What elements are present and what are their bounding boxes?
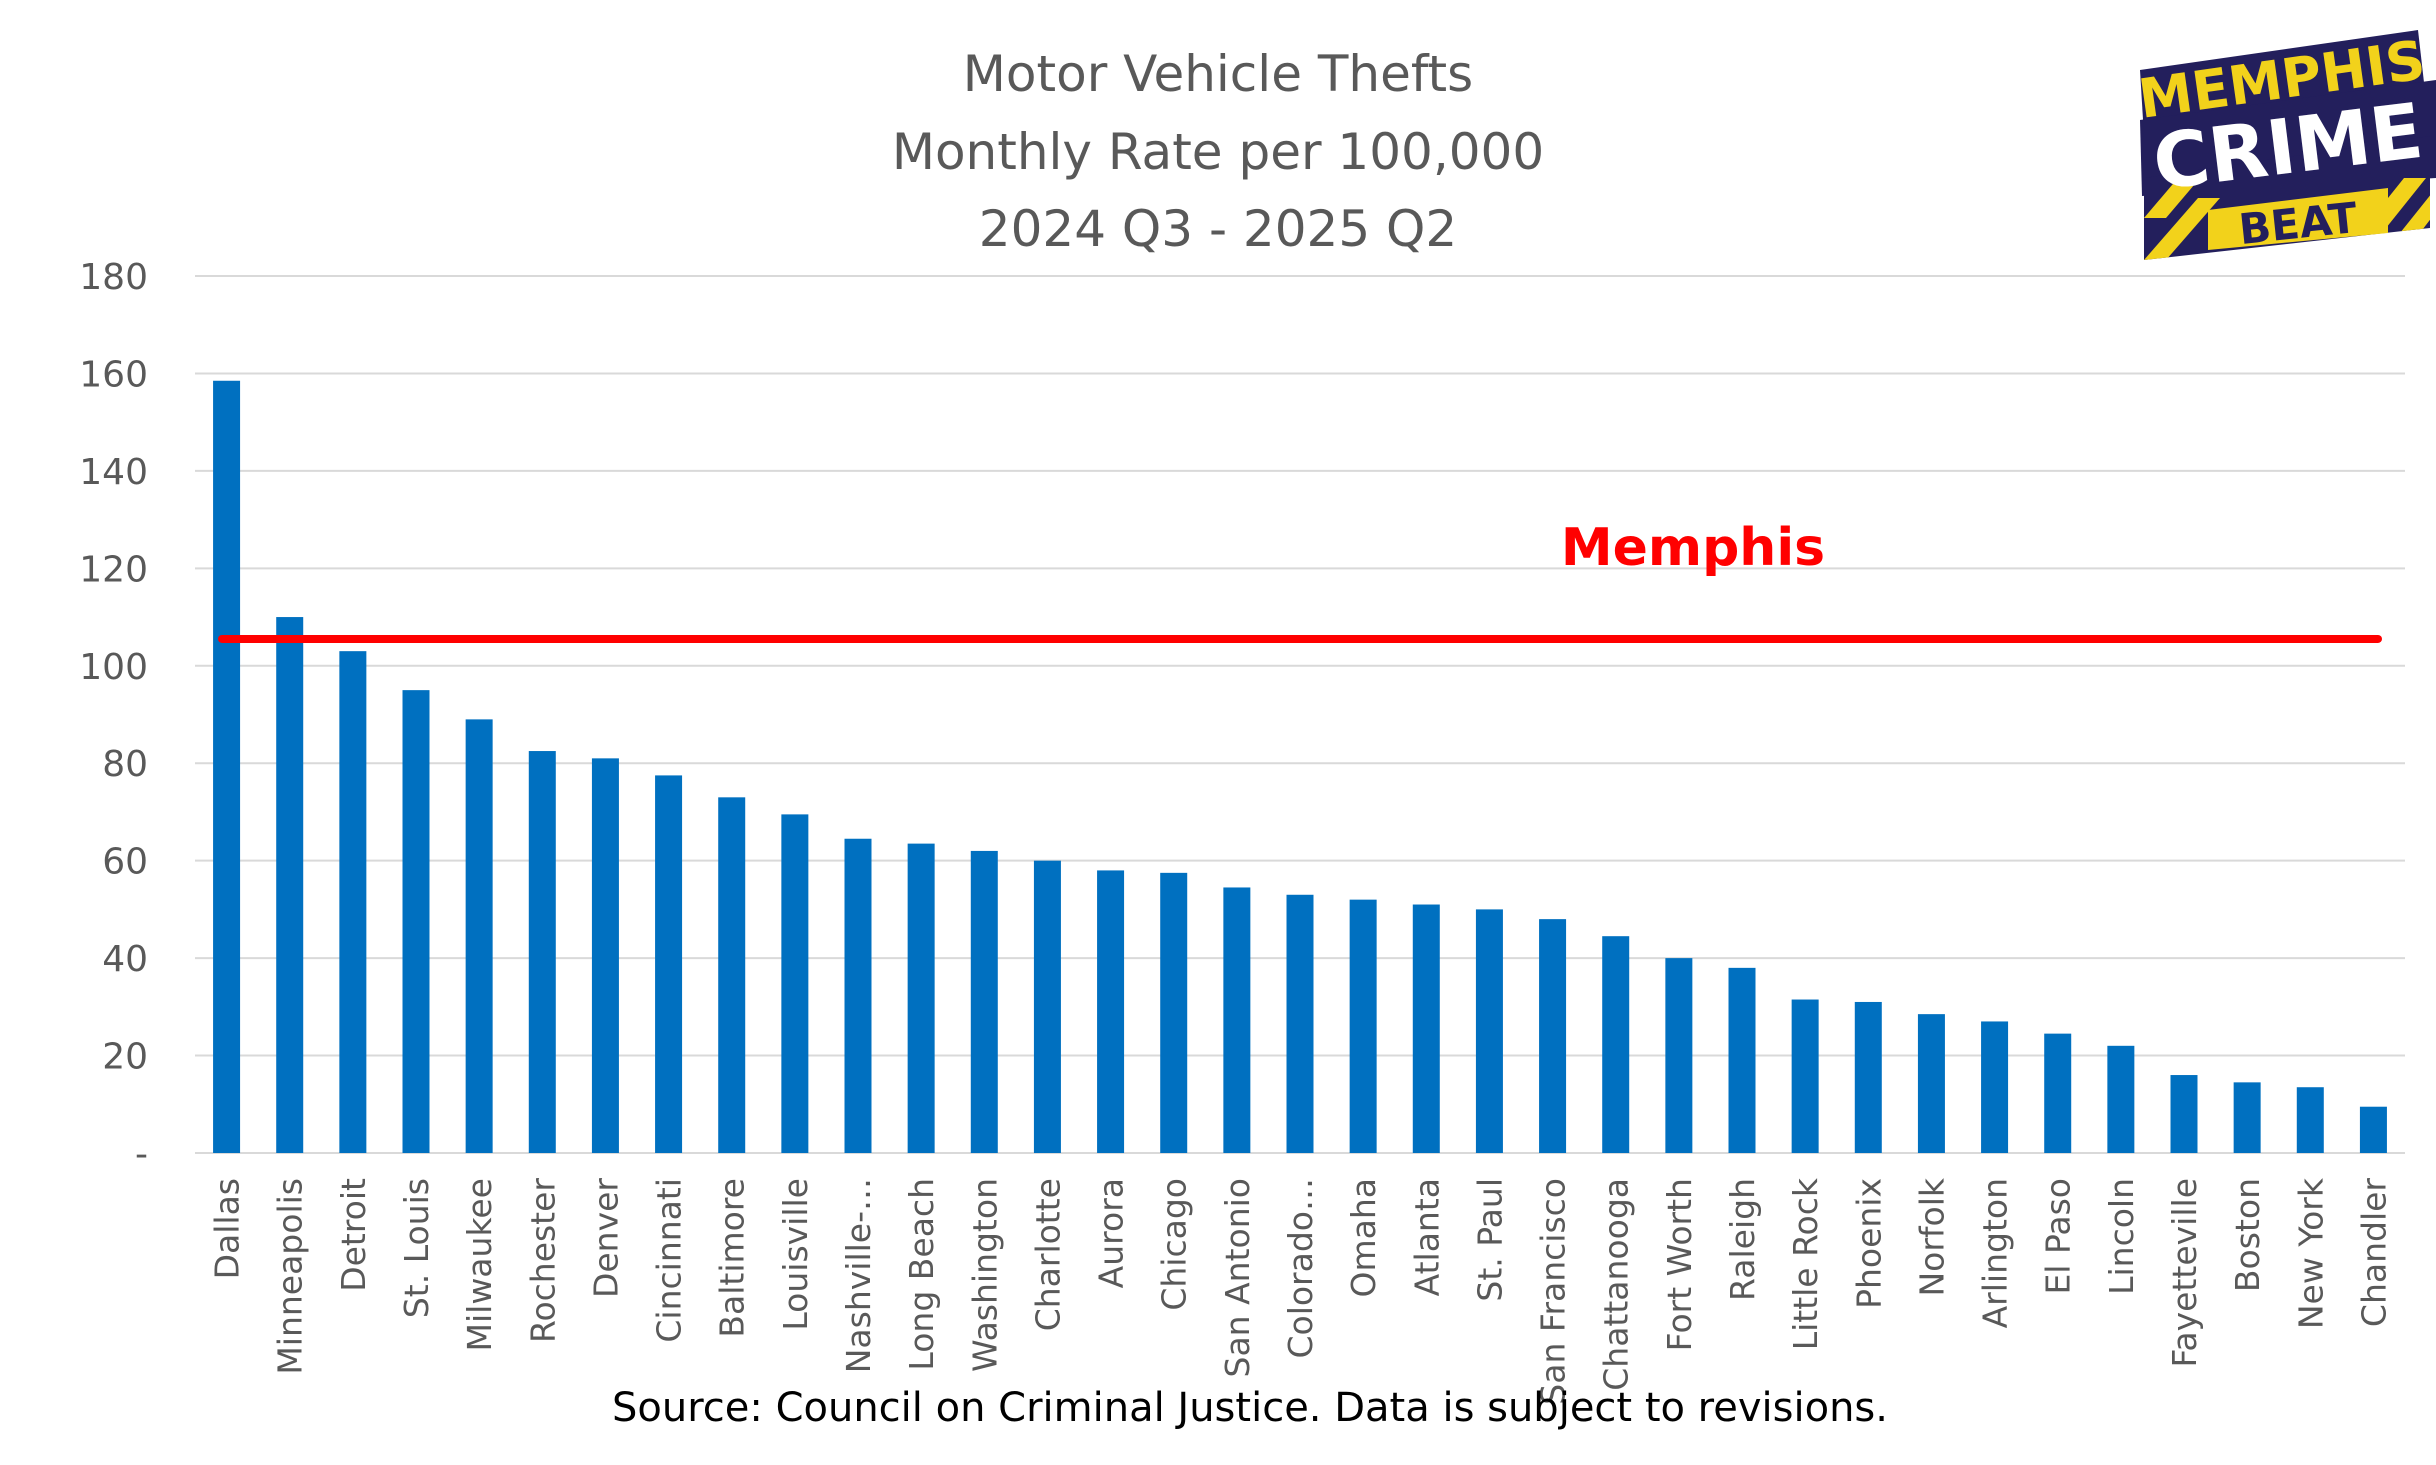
bar — [1728, 967, 1756, 1153]
x-tick-label: San Francisco — [1534, 1178, 1573, 1405]
bar — [1097, 870, 1125, 1153]
y-tick-label: 120 — [79, 549, 148, 590]
source-note: Source: Council on Criminal Justice. Dat… — [612, 1385, 1888, 1431]
bar — [591, 758, 619, 1153]
x-tick-label: Chattanooga — [1597, 1178, 1636, 1391]
x-tick-label: St. Paul — [1470, 1178, 1509, 1302]
x-tick-label: New York — [2291, 1177, 2330, 1329]
x-tick-label: Fort Worth — [1660, 1178, 1699, 1351]
bar — [781, 814, 809, 1153]
x-tick-label: Cincinnati — [650, 1178, 689, 1343]
memphis-reference-label: Memphis — [1561, 518, 1825, 578]
x-tick-label: El Paso — [2039, 1178, 2078, 1295]
y-tick-label: 140 — [79, 452, 148, 493]
bar — [1475, 909, 1503, 1153]
bar — [1665, 958, 1693, 1153]
x-tick-label: Arlington — [1976, 1178, 2015, 1328]
logo-banner-top — [2140, 30, 2426, 136]
x-tick-label: Nashville-… — [839, 1178, 878, 1373]
bar — [1854, 1001, 1882, 1153]
x-tick-label: Raleigh — [1723, 1178, 1762, 1301]
bar — [844, 838, 872, 1153]
x-tick-label: Boston — [2228, 1178, 2267, 1292]
bar — [1349, 899, 1377, 1153]
x-tick-label: Louisville — [776, 1178, 815, 1331]
x-tick-label: Chicago — [1155, 1178, 1194, 1311]
x-tick-label: Detroit — [334, 1178, 373, 1292]
y-tick-label: 80 — [102, 744, 148, 785]
y-tick-label: 180 — [79, 257, 148, 298]
bar — [2296, 1087, 2324, 1153]
x-tick-label: Charlotte — [1028, 1178, 1067, 1331]
bar — [1160, 872, 1188, 1153]
bar — [907, 843, 935, 1153]
x-tick-label: San Antonio — [1218, 1178, 1257, 1377]
bar — [1981, 1021, 2009, 1153]
x-tick-label: Baltimore — [713, 1178, 752, 1338]
x-tick-label: Lincoln — [2102, 1178, 2141, 1295]
x-tick-label: Rochester — [523, 1178, 562, 1343]
bar — [1917, 1014, 1945, 1153]
x-tick-label: Phoenix — [1849, 1178, 1888, 1309]
x-tick-label: Norfolk — [1912, 1177, 1951, 1296]
bar — [465, 719, 493, 1153]
x-tick-label: Washington — [965, 1178, 1004, 1372]
chart-title-line-3: 2024 Q3 - 2025 Q2 — [978, 200, 1458, 258]
x-tick-label: Minneapolis — [271, 1178, 310, 1375]
x-tick-label: Omaha — [1344, 1178, 1383, 1297]
x-tick-label: Denver — [586, 1178, 625, 1298]
bar — [339, 651, 367, 1153]
chart-title-line-2: Monthly Rate per 100,000 — [891, 123, 1545, 181]
y-tick-label: 40 — [102, 939, 148, 980]
bar — [1223, 887, 1251, 1153]
y-tick-label: 60 — [102, 842, 148, 883]
x-tick-label: Chandler — [2354, 1178, 2393, 1328]
bar — [1602, 936, 1630, 1153]
bar — [1286, 894, 1314, 1153]
x-tick-label: Little Rock — [1786, 1177, 1825, 1350]
bar — [276, 617, 304, 1153]
bar — [1033, 860, 1061, 1153]
x-tick-label: Dallas — [208, 1178, 247, 1279]
chart-title-line-1: Motor Vehicle Thefts — [962, 45, 1474, 103]
bar — [2233, 1082, 2261, 1153]
bar — [718, 797, 746, 1153]
bar — [213, 380, 241, 1153]
y-tick-label: 100 — [79, 647, 148, 688]
x-tick-label: Atlanta — [1407, 1178, 1446, 1296]
y-tick-label: 160 — [79, 354, 148, 395]
x-tick-label: St. Louis — [397, 1178, 436, 1318]
bar — [1791, 999, 1819, 1153]
bar — [402, 690, 430, 1153]
bar — [528, 751, 556, 1153]
x-tick-label: Fayetteville — [2165, 1178, 2204, 1368]
bar — [2044, 1033, 2072, 1153]
bar — [1412, 904, 1440, 1153]
x-tick-label: Milwaukee — [460, 1178, 499, 1351]
bar — [2359, 1106, 2387, 1153]
bar — [970, 850, 998, 1153]
bar — [2107, 1045, 2135, 1153]
bar — [1539, 919, 1567, 1153]
x-tick-label: Aurora — [1092, 1178, 1131, 1288]
x-tick-label: Long Beach — [902, 1178, 941, 1371]
memphis-crime-beat-logo: MEMPHIS CRIME BEAT — [2135, 28, 2436, 263]
bar — [655, 775, 683, 1153]
y-tick-label: 20 — [102, 1037, 148, 1078]
bar — [2170, 1075, 2198, 1153]
y-tick-label: - — [135, 1134, 148, 1175]
x-tick-label: Colorado… — [1281, 1178, 1320, 1359]
